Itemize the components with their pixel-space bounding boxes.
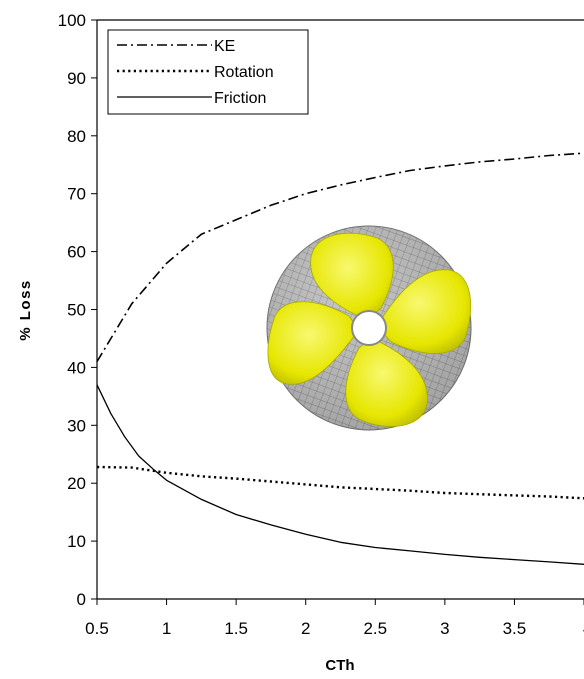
y-tick-label: 50 — [67, 301, 86, 320]
y-tick-label: 40 — [67, 358, 86, 377]
legend-label-rotation: Rotation — [214, 64, 274, 81]
y-tick-label: 70 — [67, 185, 86, 204]
propeller-illustration — [266, 225, 472, 431]
legend: KE Rotation Friction — [107, 29, 309, 115]
y-tick-label: 80 — [67, 127, 86, 146]
x-tick-label: 1.5 — [224, 619, 248, 638]
y-tick-label: 0 — [77, 590, 86, 609]
x-tick-label: 1 — [162, 619, 171, 638]
x-tick-label: 3.5 — [503, 619, 527, 638]
legend-label-friction: Friction — [214, 90, 266, 107]
series-line-friction — [96, 384, 584, 565]
propeller-blades — [267, 232, 471, 427]
series-lines — [96, 152, 584, 565]
y-axis-title: % Loss — [17, 279, 34, 341]
series-line-ke — [96, 152, 584, 363]
x-axis-title: CTh — [325, 657, 354, 674]
x-tick-label: 2.5 — [363, 619, 387, 638]
y-tick-label: 60 — [67, 243, 86, 262]
x-tick-label: 3 — [440, 619, 449, 638]
x-tick-label: 0.5 — [85, 619, 109, 638]
legend-label-ke: KE — [214, 38, 235, 55]
y-tick-label: 90 — [67, 69, 86, 88]
y-tick-label: 100 — [58, 11, 86, 30]
y-tick-label: 30 — [67, 416, 86, 435]
y-tick-label: 10 — [67, 532, 86, 551]
y-tick-label: 20 — [67, 474, 86, 493]
x-tick-label: 2 — [301, 619, 310, 638]
